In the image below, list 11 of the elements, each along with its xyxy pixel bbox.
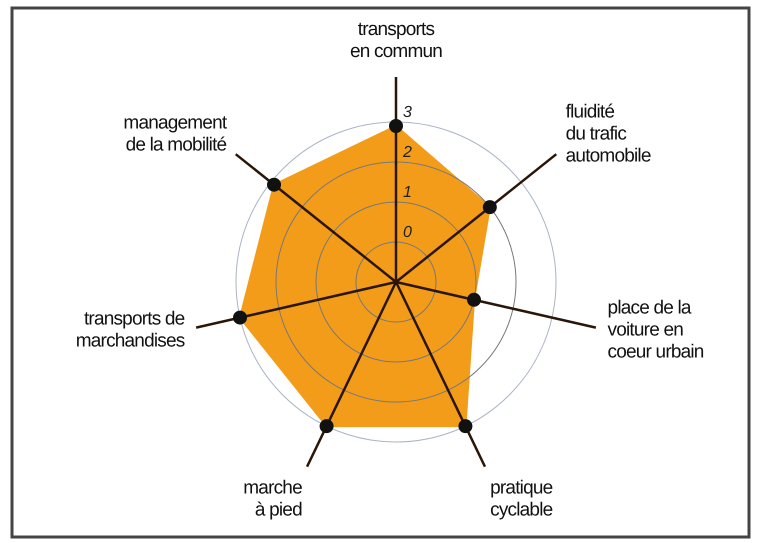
y-tick-label: 0: [403, 224, 412, 241]
spoke-label: fluidité du trafic automobile: [566, 102, 651, 167]
spoke-label: transports de marchandises: [76, 308, 185, 352]
y-tick-label: 3: [403, 104, 412, 121]
spoke-label: place de la voiture en coeur urbain: [608, 297, 704, 362]
spoke-label: pratique cyclable: [490, 478, 553, 521]
spoke-label: management de la mobilité: [123, 112, 228, 156]
spoke-label: transports en commun: [350, 19, 442, 62]
spoke-label: marche à pied: [243, 478, 302, 521]
y-tick-label: 1: [403, 184, 412, 201]
y-tick-label: 2: [402, 144, 412, 161]
